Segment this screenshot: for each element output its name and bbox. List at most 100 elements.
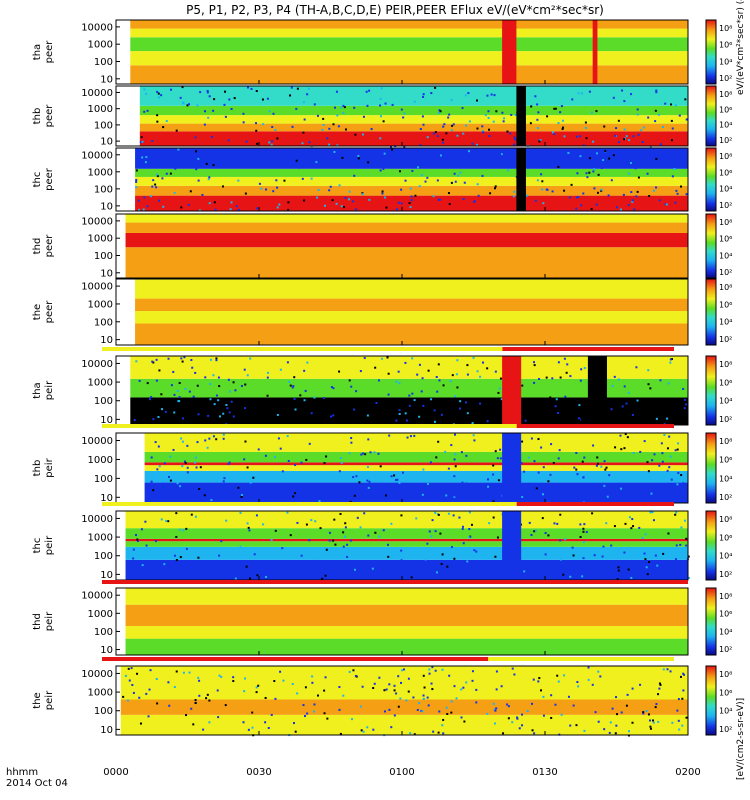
noise-pixel: [641, 141, 644, 144]
colorbar-tick-label: 10⁶: [719, 378, 732, 387]
flux-band: [144, 451, 689, 463]
noise-pixel: [302, 131, 305, 134]
noise-pixel: [197, 676, 200, 679]
noise-pixel: [267, 371, 270, 374]
noise-pixel: [255, 90, 258, 93]
noise-pixel: [633, 208, 636, 211]
noise-pixel: [235, 205, 238, 208]
noise-pixel: [342, 545, 345, 548]
noise-pixel: [602, 545, 605, 548]
colorbar-tick-label: 10²: [719, 570, 732, 579]
flux-band: [125, 559, 689, 580]
flux-band: [135, 311, 689, 324]
noise-pixel: [620, 487, 623, 490]
noise-pixel: [230, 400, 233, 403]
noise-pixel: [306, 361, 309, 364]
noise-pixel: [251, 711, 254, 714]
noise-pixel: [550, 694, 553, 697]
noise-pixel: [481, 125, 484, 128]
noise-pixel: [661, 452, 664, 455]
noise-pixel: [300, 403, 303, 406]
noise-pixel: [292, 722, 295, 725]
noise-pixel: [670, 119, 673, 122]
noise-pixel: [630, 576, 633, 579]
noise-pixel: [367, 486, 370, 489]
noise-pixel: [617, 119, 620, 122]
noise-pixel: [378, 535, 381, 538]
noise-pixel: [630, 551, 633, 554]
noise-pixel: [561, 119, 564, 122]
noise-pixel: [288, 380, 291, 383]
noise-pixel: [550, 443, 553, 446]
colorbar-tick-label: 10²: [719, 201, 732, 210]
noise-pixel: [156, 114, 159, 117]
noise-pixel: [251, 726, 254, 729]
noise-pixel: [604, 468, 607, 471]
y-tick-label: 1000: [88, 455, 113, 466]
noise-pixel: [651, 511, 654, 514]
noise-pixel: [558, 449, 561, 452]
noise-pixel: [631, 721, 634, 724]
noise-pixel: [468, 568, 471, 571]
noise-pixel: [270, 538, 273, 541]
noise-pixel: [282, 488, 285, 491]
noise-pixel: [384, 102, 387, 105]
noise-pixel: [380, 87, 383, 90]
y-tick-label: 1000: [88, 40, 113, 51]
noise-pixel: [168, 704, 171, 707]
noise-pixel: [621, 89, 624, 92]
y-tick-label: 100: [94, 706, 113, 717]
noise-pixel: [364, 453, 367, 456]
noise-pixel: [450, 99, 453, 102]
y-tick-label: 100: [94, 251, 113, 262]
noise-pixel: [652, 519, 655, 522]
noise-pixel: [560, 105, 563, 108]
noise-pixel: [556, 522, 559, 525]
noise-pixel: [228, 461, 231, 464]
noise-pixel: [454, 180, 457, 183]
noise-pixel: [400, 202, 403, 205]
noise-pixel: [185, 714, 188, 717]
noise-pixel: [262, 123, 265, 126]
flux-band: [135, 176, 689, 186]
noise-pixel: [421, 115, 424, 118]
noise-pixel: [353, 494, 356, 497]
noise-pixel: [628, 156, 631, 159]
noise-pixel: [194, 136, 197, 139]
noise-pixel: [506, 130, 509, 133]
noise-pixel: [243, 690, 246, 693]
noise-pixel: [362, 115, 365, 118]
noise-pixel: [621, 405, 624, 408]
noise-pixel: [270, 713, 273, 716]
noise-pixel: [602, 547, 605, 550]
noise-pixel: [541, 188, 544, 191]
noise-pixel: [141, 140, 144, 143]
noise-pixel: [374, 553, 377, 556]
noise-pixel: [687, 576, 690, 579]
noise-pixel: [213, 201, 216, 204]
noise-pixel: [340, 205, 343, 208]
noise-pixel: [597, 670, 600, 673]
noise-pixel: [264, 454, 267, 457]
noise-pixel: [384, 494, 387, 497]
panel-label-probe: thc: [32, 172, 43, 188]
noise-pixel: [579, 155, 582, 158]
noise-pixel: [348, 480, 351, 483]
noise-pixel: [593, 187, 596, 190]
panel-label-instrument: peir: [44, 535, 55, 555]
noise-pixel: [222, 185, 225, 188]
noise-pixel: [643, 440, 646, 443]
noise-pixel: [430, 92, 433, 95]
noise-pixel: [438, 379, 441, 382]
noise-pixel: [272, 190, 275, 193]
noise-pixel: [348, 198, 351, 201]
noise-pixel: [461, 107, 464, 110]
noise-pixel: [360, 453, 363, 456]
noise-pixel: [342, 104, 345, 107]
noise-pixel: [436, 390, 439, 393]
noise-pixel: [632, 525, 635, 528]
noise-pixel: [445, 494, 448, 497]
noise-pixel: [585, 531, 588, 534]
noise-pixel: [147, 715, 150, 718]
